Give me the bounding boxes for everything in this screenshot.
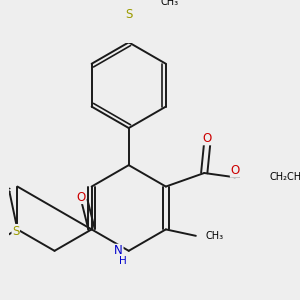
Text: S: S — [125, 8, 132, 21]
Text: O: O — [202, 132, 212, 145]
Text: CH₃: CH₃ — [206, 231, 224, 241]
Text: O: O — [76, 190, 86, 203]
Text: N: N — [114, 244, 123, 257]
Text: S: S — [12, 224, 20, 238]
Text: O: O — [230, 164, 240, 177]
Text: CH₃: CH₃ — [160, 0, 178, 8]
Text: CH₂CH₃: CH₂CH₃ — [269, 172, 300, 182]
Text: H: H — [119, 256, 127, 266]
